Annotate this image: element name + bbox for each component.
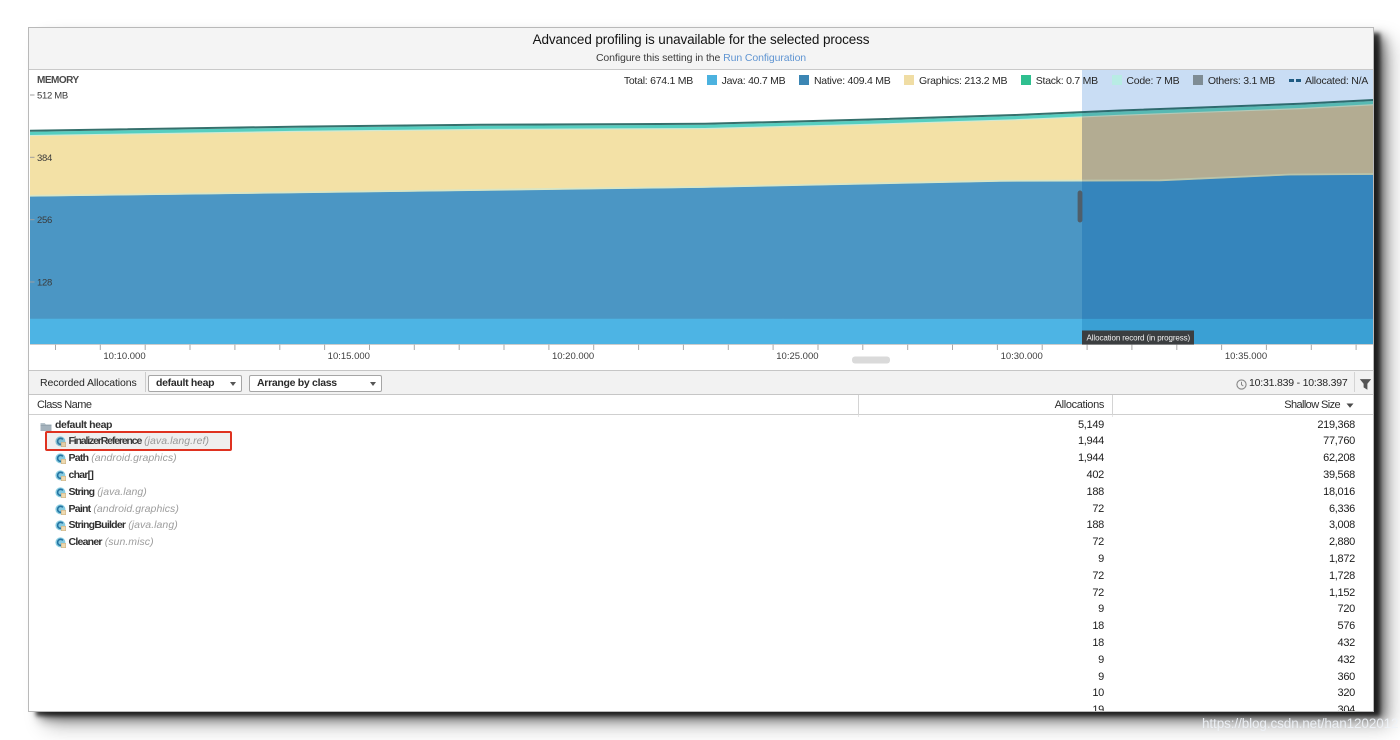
svg-text:10:15.000: 10:15.000 — [328, 351, 370, 362]
svg-text:128: 128 — [37, 278, 52, 289]
svg-text:256: 256 — [37, 215, 52, 226]
svg-text:384: 384 — [37, 153, 52, 164]
svg-text:10:25.000: 10:25.000 — [776, 351, 818, 362]
svg-text:512 MB: 512 MB — [37, 91, 68, 102]
svg-text:10:10.000: 10:10.000 — [103, 351, 145, 362]
svg-text:10:20.000: 10:20.000 — [552, 351, 594, 362]
svg-text:10:35.000: 10:35.000 — [1225, 351, 1267, 362]
svg-text:Allocation record (in progress: Allocation record (in progress) — [1087, 333, 1191, 342]
svg-text:10:30.000: 10:30.000 — [1001, 351, 1043, 362]
